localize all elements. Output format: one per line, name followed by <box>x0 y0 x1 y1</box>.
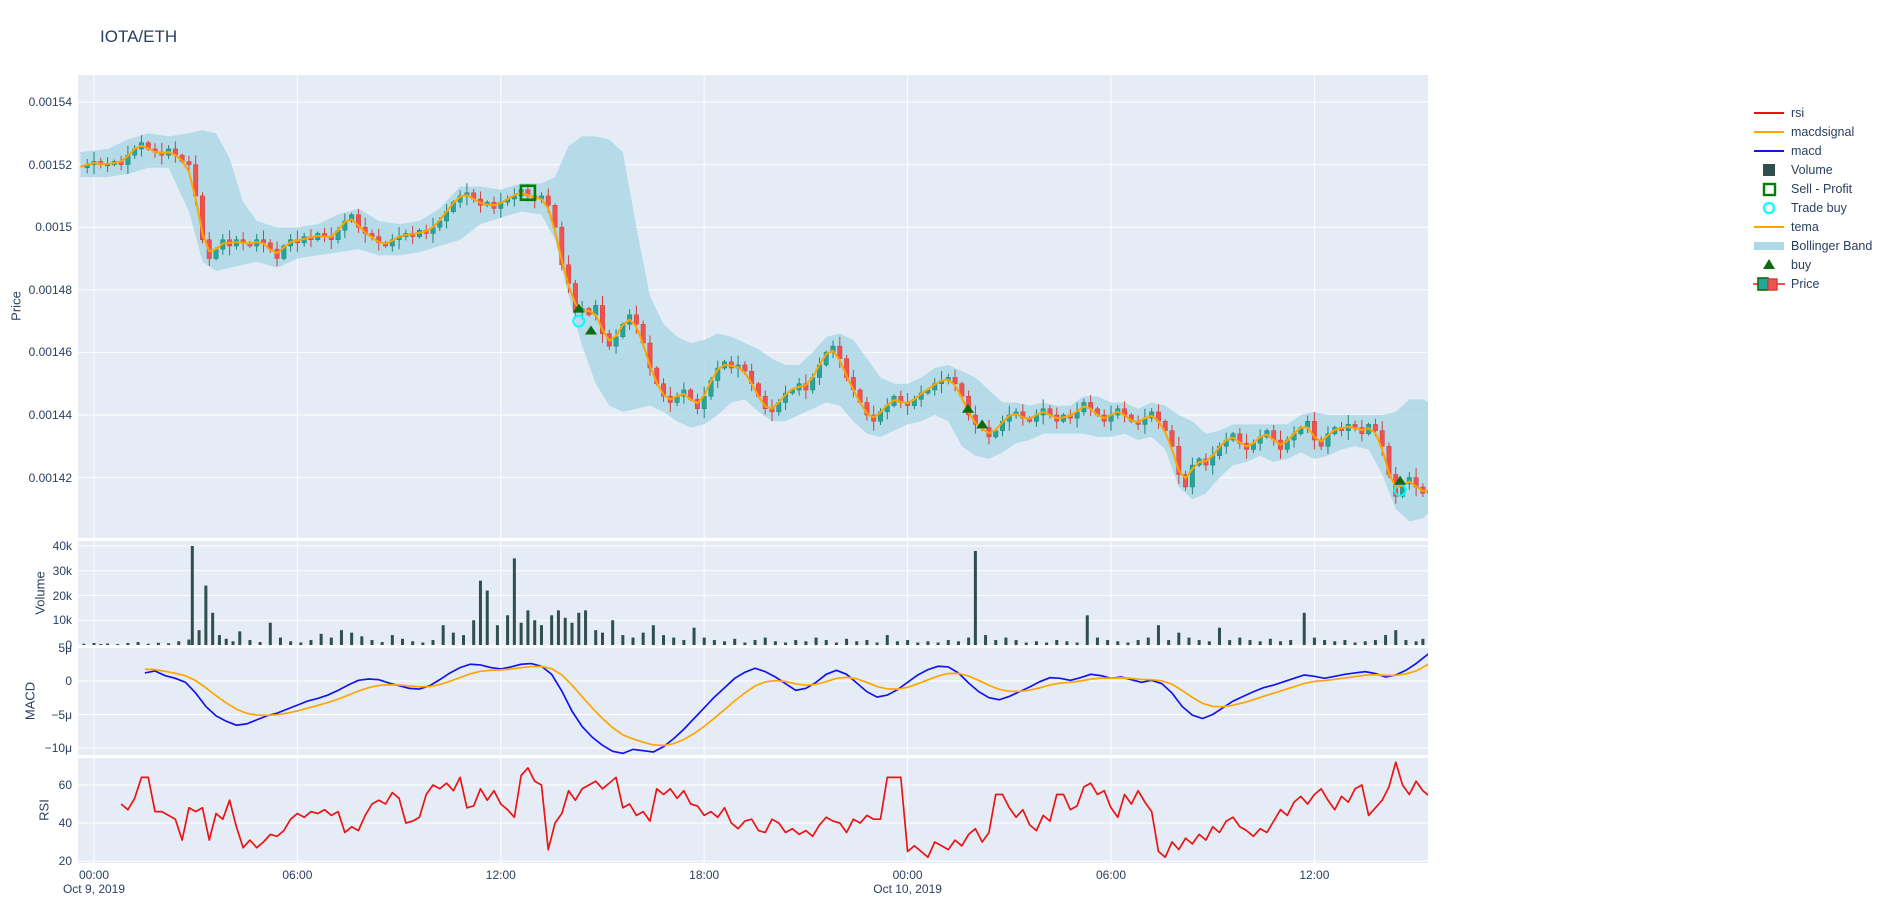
legend-item-buy[interactable]: buy <box>1752 255 1890 274</box>
legend-item-sell-profit[interactable]: Sell - Profit <box>1752 179 1890 198</box>
legend-item-tema[interactable]: tema <box>1752 217 1890 236</box>
square-open-icon <box>1762 182 1777 196</box>
buy-marker <box>572 303 585 313</box>
x-tick: 00:00 <box>78 868 110 882</box>
buy-marker <box>584 325 597 335</box>
legend-label: macdsignal <box>1791 124 1855 139</box>
buy-marker <box>976 419 989 429</box>
price-tick: 0.00154 <box>28 95 72 109</box>
vol-panel-bg <box>78 541 1428 646</box>
legend-label: Volume <box>1791 162 1833 177</box>
rsi-tick: 40 <box>58 816 72 830</box>
volume-tick: 30k <box>52 563 72 578</box>
x-tick: 06:00 <box>1095 868 1127 882</box>
volume-bars <box>82 546 1425 645</box>
trade-markers <box>519 184 1407 497</box>
legend-item-trade-buy[interactable]: Trade buy <box>1752 198 1890 217</box>
page-title: IOTA/ETH <box>100 27 178 46</box>
buy-marker <box>961 403 974 413</box>
line-icon <box>1754 149 1784 152</box>
x-tick: 00:00 <box>892 868 923 882</box>
macd-line <box>144 653 1428 755</box>
volume-tick: 20k <box>52 588 72 603</box>
rsi-line <box>120 761 1428 859</box>
legend-item-volume[interactable]: Volume <box>1752 160 1890 179</box>
line-icon <box>1754 111 1784 114</box>
x-tick: 12:00 <box>485 868 516 882</box>
buy-marker <box>1394 475 1407 485</box>
macd-panel-bg <box>78 648 1428 755</box>
legend-label: macd <box>1791 143 1822 158</box>
trade-buy-marker <box>572 314 586 328</box>
price-tick: 0.00144 <box>28 408 72 422</box>
bollinger-band-area <box>80 130 1428 522</box>
price-tick: 0.00146 <box>28 345 72 360</box>
line-icon <box>1754 130 1784 133</box>
legend-item-macdsignal[interactable]: macdsignal <box>1752 122 1890 141</box>
triangle-icon <box>1763 258 1775 269</box>
macd-tick: −10μ <box>44 741 72 755</box>
vol-gridlines <box>93 541 1315 646</box>
legend-label: buy <box>1791 257 1812 272</box>
sell-profit-marker <box>519 184 537 202</box>
volume-tick: 0 <box>65 638 72 652</box>
legend-item-macd[interactable]: macd <box>1752 141 1890 160</box>
legend-label: Sell - Profit <box>1791 181 1853 196</box>
band-icon <box>1754 241 1784 250</box>
rsi-tick: 20 <box>58 854 72 868</box>
candle-icon <box>1753 276 1785 291</box>
square-icon <box>1763 163 1775 176</box>
legend-label: Price <box>1791 276 1820 291</box>
tema-line <box>80 144 1428 492</box>
volume-tick: 10k <box>52 613 72 628</box>
legend-item-bollinger-band[interactable]: Bollinger Band <box>1752 236 1890 255</box>
x-date-label: Oct 9, 2019 <box>62 882 126 896</box>
legend-label: Trade buy <box>1791 200 1847 215</box>
legend-label: rsi <box>1791 105 1805 120</box>
legend-label: Bollinger Band <box>1791 238 1873 253</box>
macd-tick: −5μ <box>51 707 72 722</box>
volume-tick: 40k <box>52 539 72 553</box>
circle-open-icon <box>1762 201 1776 214</box>
rsi-tick: 60 <box>58 778 72 792</box>
rsi-panel-bg <box>78 758 1428 863</box>
x-date-label: Oct 10, 2019 <box>873 882 942 896</box>
x-tick: 18:00 <box>689 868 720 882</box>
line-icon <box>1754 225 1784 228</box>
macd-tick: 5μ <box>58 640 72 655</box>
legend: rsi macdsignal macd Volume Sell - Profit Trad… <box>1752 103 1890 293</box>
legend-item-price[interactable]: Price <box>1752 274 1890 293</box>
legend-item-rsi[interactable]: rsi <box>1752 103 1890 122</box>
price-tick: 0.00148 <box>28 282 72 297</box>
macd-tick: 0 <box>65 674 72 688</box>
price-tick: 0.00152 <box>28 157 72 172</box>
macd-gridlines <box>93 648 1315 755</box>
x-tick: 12:00 <box>1299 868 1330 882</box>
x-tick: 06:00 <box>282 868 313 882</box>
price-tick: 0.0015 <box>35 220 72 235</box>
price-gridlines <box>93 75 1315 538</box>
legend-label: tema <box>1791 219 1819 234</box>
macdsignal-line <box>144 663 1428 747</box>
price-tick: 0.00142 <box>28 470 72 485</box>
